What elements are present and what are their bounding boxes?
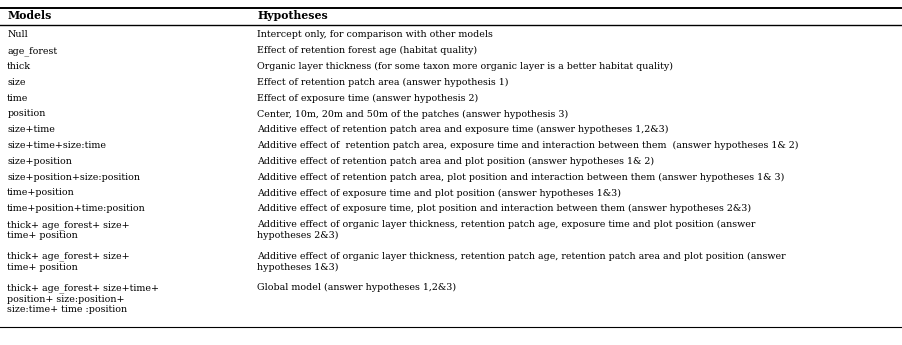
Text: Additive effect of retention patch area, plot position and interaction between t: Additive effect of retention patch area,… [257,172,785,182]
Text: Effect of retention patch area (answer hypothesis 1): Effect of retention patch area (answer h… [257,78,509,87]
Text: Additive effect of exposure time and plot position (answer hypotheses 1&3): Additive effect of exposure time and plo… [257,188,621,198]
Text: Global model (answer hypotheses 1,2&3): Global model (answer hypotheses 1,2&3) [257,283,456,292]
Text: position: position [7,109,46,118]
Text: time+position+time:position: time+position+time:position [7,204,146,213]
Text: Additive effect of organic layer thickness, retention patch age, exposure time a: Additive effect of organic layer thickne… [257,220,756,240]
Text: Additive effect of  retention patch area, exposure time and interaction between : Additive effect of retention patch area,… [257,141,798,150]
Text: size+position+size:position: size+position+size:position [7,172,140,181]
Text: size+position: size+position [7,157,72,166]
Text: Additive effect of organic layer thickness, retention patch age, retention patch: Additive effect of organic layer thickne… [257,252,786,272]
Text: Effect of exposure time (answer hypothesis 2): Effect of exposure time (answer hypothes… [257,93,478,103]
Text: size+time+size:time: size+time+size:time [7,141,106,150]
Text: Additive effect of exposure time, plot position and interaction between them (an: Additive effect of exposure time, plot p… [257,204,751,213]
Text: Hypotheses: Hypotheses [257,10,327,21]
Text: age_forest: age_forest [7,46,58,56]
Text: thick+ age_forest+ size+
time+ position: thick+ age_forest+ size+ time+ position [7,252,130,272]
Text: Additive effect of retention patch area and exposure time (answer hypotheses 1,2: Additive effect of retention patch area … [257,125,668,134]
Text: Organic layer thickness (for some taxon more organic layer is a better habitat q: Organic layer thickness (for some taxon … [257,62,673,71]
Text: thick+ age_forest+ size+time+
position+ size:position+
size:time+ time :position: thick+ age_forest+ size+time+ position+ … [7,283,160,314]
Text: time: time [7,93,29,102]
Text: thick+ age_forest+ size+
time+ position: thick+ age_forest+ size+ time+ position [7,220,130,240]
Text: Center, 10m, 20m and 50m of the patches (answer hypothesis 3): Center, 10m, 20m and 50m of the patches … [257,109,568,119]
Text: Intercept only, for comparison with other models: Intercept only, for comparison with othe… [257,30,493,39]
Text: size+time: size+time [7,125,55,134]
Text: Null: Null [7,30,28,39]
Text: thick: thick [7,62,32,71]
Text: size: size [7,78,26,87]
Text: time+position: time+position [7,188,75,197]
Text: Models: Models [7,10,51,21]
Text: Effect of retention forest age (habitat quality): Effect of retention forest age (habitat … [257,46,477,55]
Text: Additive effect of retention patch area and plot position (answer hypotheses 1& : Additive effect of retention patch area … [257,157,654,166]
